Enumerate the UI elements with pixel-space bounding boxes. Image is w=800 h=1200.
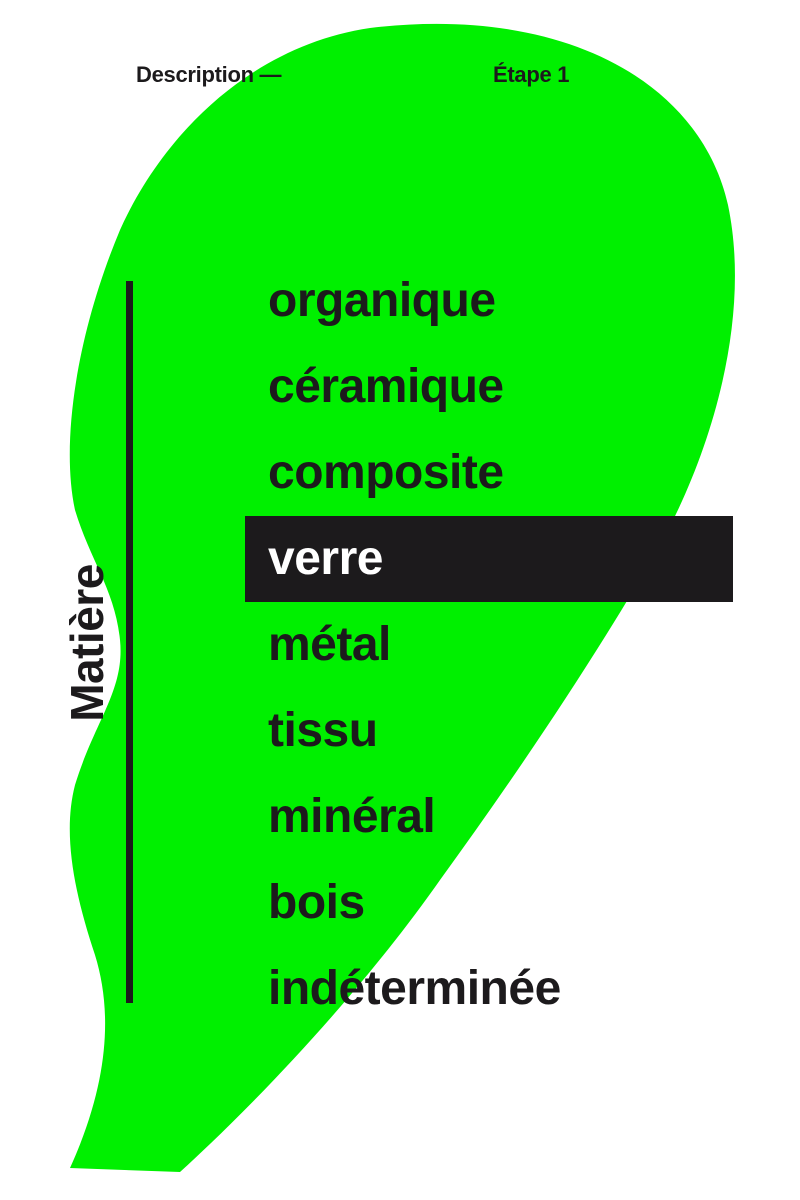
option-composite[interactable]: composite (268, 446, 504, 499)
option-tissu[interactable]: tissu (268, 704, 378, 757)
option-verre-selected[interactable]: verre (245, 516, 733, 602)
option-mineral[interactable]: minéral (268, 790, 436, 843)
option-indeterminee[interactable]: indéterminée (268, 962, 561, 1015)
option-metal[interactable]: métal (268, 618, 391, 671)
option-bois[interactable]: bois (268, 876, 365, 929)
step-indicator: Étape 1 (493, 62, 570, 87)
option-organique[interactable]: organique (268, 274, 496, 327)
category-divider (126, 281, 133, 1003)
option-ceramique[interactable]: céramique (268, 360, 504, 413)
section-title: Description — (136, 62, 282, 87)
